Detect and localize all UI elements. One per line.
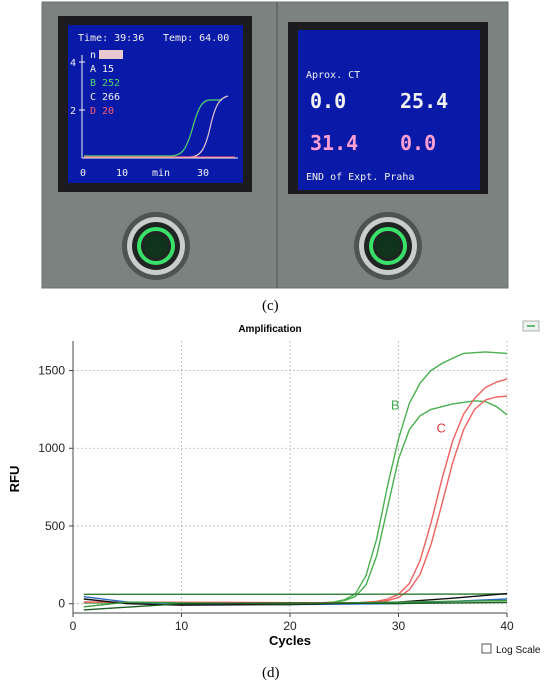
y-axis-title: RFU [7, 466, 22, 493]
lcd-legend-key-d: D [90, 106, 96, 117]
lcd-x-tick-10: 10 [116, 168, 128, 179]
x-tick-label: 20 [283, 619, 297, 633]
lcd-x-tick-0: 0 [80, 168, 86, 179]
left-display-temp: Temp: 64.00 [163, 33, 229, 44]
series-line-3 [83, 378, 508, 604]
left-display-time: Time: 39:36 [78, 33, 144, 44]
right-display-title: Aprox. CT [306, 70, 360, 81]
x-tick-label: 0 [70, 619, 77, 633]
lcd-y-tick-4: 4 [70, 58, 76, 69]
y-tick-label: 1000 [38, 441, 65, 455]
device-photo: Time: 39:36 Temp: 64.00 4 2 0 10 min 30 … [41, 1, 509, 289]
amplification-chart: Amplification 0 10 20 30 40 0 500 1000 1500 B C RF… [7, 320, 541, 656]
right-power-button[interactable] [354, 212, 422, 280]
x-tick-label: 40 [500, 619, 514, 633]
lcd-legend-key-c: C [90, 92, 96, 103]
lcd-legend-value-a: 15 [102, 64, 114, 75]
curve-label-b: B [391, 397, 400, 412]
lcd-y-tick-2: 2 [70, 106, 76, 117]
y-tick-label: 500 [45, 519, 65, 533]
log-scale-label: Log Scale [496, 645, 541, 656]
lcd-legend-value-c: 266 [102, 92, 120, 103]
left-display: Time: 39:36 Temp: 64.00 4 2 0 10 min 30 … [58, 16, 252, 192]
series-line-1 [83, 351, 508, 604]
y-tick-label: 1500 [38, 364, 65, 378]
series-line-2 [83, 400, 508, 604]
left-display-screen [68, 25, 243, 183]
lcd-legend-n-swatch [99, 50, 123, 59]
series-line-7 [83, 592, 508, 606]
right-display-value-4: 0.0 [400, 131, 436, 155]
lcd-curve-c [84, 95, 229, 158]
lcd-legend: n A 15 B 252 C 266 D 20 [90, 50, 123, 117]
lcd-legend-value-b: 252 [102, 78, 120, 89]
plot-area: 0 10 20 30 40 0 500 1000 1500 B C [38, 341, 514, 633]
chart-title: Amplification [238, 324, 301, 335]
right-display-value-1: 0.0 [310, 89, 346, 113]
panel-d-label: (d) [262, 665, 280, 681]
series-line-4 [83, 395, 508, 604]
lcd-legend-key-n: n [90, 50, 96, 61]
lcd-x-tick-min: min [152, 168, 170, 179]
lcd-curve-b [84, 99, 222, 157]
right-display: Aprox. CT 0.0 25.4 31.4 0.0 END of Expt.… [288, 22, 488, 194]
chart-options-icon[interactable] [522, 320, 540, 332]
log-scale-checkbox[interactable] [481, 643, 492, 654]
x-axis-title: Cycles [269, 633, 311, 648]
lcd-legend-value-d: 20 [102, 106, 114, 117]
lcd-x-tick-30: 30 [197, 168, 209, 179]
lcd-legend-key-b: B [90, 78, 96, 89]
x-tick-label: 10 [175, 619, 189, 633]
right-display-value-2: 25.4 [400, 89, 448, 113]
curve-label-c: C [436, 421, 445, 436]
right-display-screen [298, 30, 480, 190]
left-power-button[interactable] [122, 212, 190, 280]
right-display-footer: END of Expt. Praha [306, 172, 414, 183]
x-tick-label: 30 [392, 619, 406, 633]
right-display-value-3: 31.4 [310, 131, 358, 155]
series-line-9 [83, 601, 508, 611]
panel-c-label: (c) [262, 298, 279, 314]
lcd-legend-key-a: A [90, 64, 96, 75]
y-tick-label: 0 [58, 597, 65, 611]
